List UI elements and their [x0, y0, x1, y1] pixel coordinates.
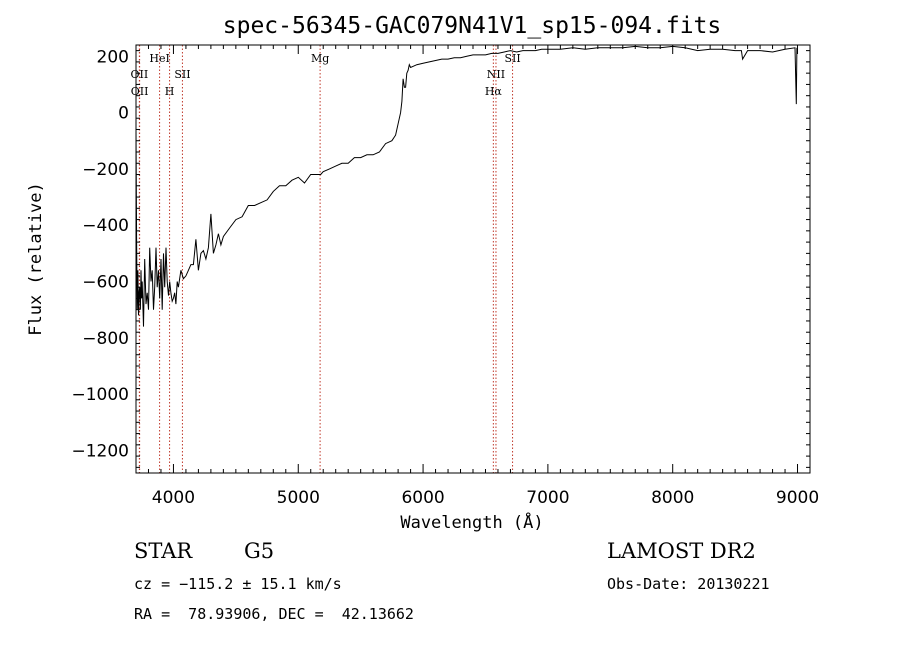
line-marker-label: H [165, 85, 175, 98]
y-axis: −1200 −1000 −800 −600 −400 −200 0 200 [71, 47, 810, 468]
obs-date: Obs-Date: 20130221 [607, 575, 770, 593]
line-marker-label: SII [174, 68, 190, 81]
survey-name: LAMOST DR2 [607, 539, 756, 563]
y-tick-label: −1200 [71, 441, 129, 461]
y-tick-label: −200 [82, 160, 129, 180]
line-marker-label: HeI [149, 52, 169, 65]
x-tick-label: 7000 [526, 488, 569, 508]
spectrum-series-line [135, 45, 798, 327]
y-tick-label: −800 [82, 329, 129, 349]
line-marker-label: Mg [311, 52, 329, 65]
x-tick-label: 6000 [401, 488, 444, 508]
line-marker-label: SII [504, 52, 520, 65]
series-layer [135, 45, 798, 327]
coordinates: RA = 78.93906, DEC = 42.13662 [134, 605, 414, 623]
y-axis-title: Flux (relative) [26, 182, 46, 336]
y-tick-label: 0 [118, 104, 129, 124]
line-marker-label: NII [487, 68, 505, 81]
x-tick-label: 9000 [776, 488, 819, 508]
x-tick-label: 4000 [152, 488, 195, 508]
object-type: STAR [134, 539, 193, 563]
y-tick-label: −400 [82, 216, 129, 236]
subclass: G5 [244, 539, 275, 563]
line-marker-label: Hα [485, 85, 503, 98]
line-marker-label: OII [131, 85, 149, 98]
redshift-cz: cz = −115.2 ± 15.1 km/s [134, 575, 342, 593]
x-tick-label: 5000 [277, 488, 320, 508]
x-axis: 4000 5000 6000 7000 8000 9000 [135, 45, 819, 508]
y-tick-label: 200 [97, 47, 129, 67]
x-axis-title: Wavelength (Å) [400, 511, 543, 533]
y-tick-label: −600 [82, 273, 129, 293]
plot-frame [135, 44, 811, 474]
y-tick-label: −1000 [71, 385, 129, 405]
x-tick-label: 8000 [651, 488, 694, 508]
chart-title: spec-56345-GAC079N41V1_sp15-094.fits [223, 13, 722, 39]
